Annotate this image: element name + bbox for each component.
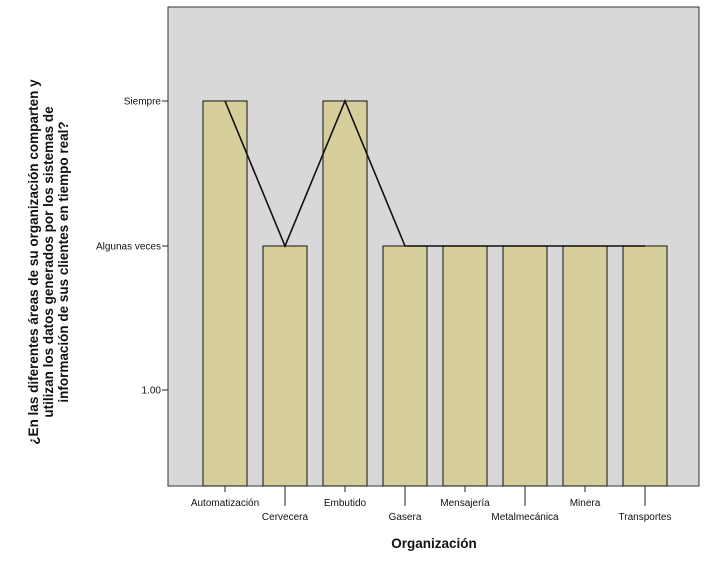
y-axis-title-line: utilizan los datos generados por los sis…: [41, 106, 56, 418]
bars-group: [202, 100, 668, 487]
bar: [442, 245, 488, 487]
x-tick-label: Metalmecánica: [491, 512, 559, 523]
x-tick-label: Gasera: [389, 512, 422, 523]
x-tick-label: Embutido: [324, 498, 367, 509]
x-tick-label: Minera: [570, 498, 601, 509]
series-line: [224, 98, 645, 249]
y-axis: 1.00 Algunas veces Siempre: [96, 97, 168, 397]
y-axis-title-line: información de sus clientes en tiempo re…: [56, 121, 71, 402]
y-axis-title: ¿En las diferentes áreas de su organizac…: [26, 79, 71, 445]
bar: [382, 245, 428, 487]
bar: [202, 100, 248, 487]
x-tick-label: Mensajería: [440, 498, 490, 509]
x-tick-label: Transportes: [619, 512, 672, 523]
bar: [322, 100, 368, 487]
y-tick-label: Algunas veces: [96, 242, 161, 253]
x-axis-title: Organización: [391, 536, 477, 551]
x-tick-label: Automatización: [191, 498, 259, 509]
y-axis-title-line: ¿En las diferentes áreas de su organizac…: [26, 79, 41, 445]
bar: [262, 245, 308, 487]
y-tick-label: Siempre: [124, 97, 162, 108]
x-tick-label: Cervecera: [262, 512, 309, 523]
y-tick-label: 1.00: [142, 386, 162, 397]
bar: [562, 245, 608, 487]
bar: [502, 245, 548, 487]
bar: [622, 245, 668, 487]
